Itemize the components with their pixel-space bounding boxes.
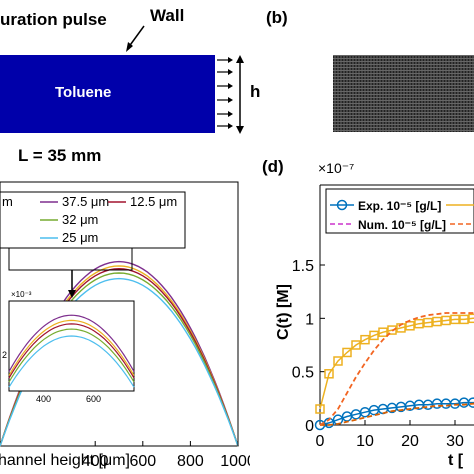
- panel-d-point-1-15: [450, 314, 460, 325]
- inset-x-tick-400: 400: [36, 394, 52, 404]
- outflow-arrows: [217, 57, 233, 129]
- panel-d-point-1-2: [333, 356, 343, 366]
- panel-d-x-tick-label-1: 10: [356, 433, 374, 450]
- wall-pointer-arrowhead: [126, 42, 133, 52]
- channel-schematic: [0, 25, 244, 134]
- inset-exponent: ×10⁻³: [11, 290, 32, 299]
- panel-d-point-1-12: [423, 317, 433, 328]
- outflow-arrowhead-0: [228, 57, 233, 63]
- panel-d-label: (d): [262, 157, 284, 176]
- length-label: L = 35 mm: [18, 146, 102, 165]
- panel-d-legend-label-1: Num. 10⁻⁵ [g/L]: [358, 218, 446, 232]
- panel-d-point-1-16: [459, 314, 469, 325]
- panel-b-image: [333, 55, 474, 132]
- panel-c-legend-label-1: 37.5 μm: [62, 194, 109, 209]
- panel-d-series-line-2: [320, 402, 474, 426]
- panel-d-legend: [325, 188, 474, 234]
- panel-c-legend: [0, 191, 186, 249]
- panel-c-x-tick-label-3: 1000: [220, 453, 250, 470]
- panel-d-y-tick-label-0: 0: [305, 418, 314, 435]
- panel-d-series-line-3: [319, 312, 474, 426]
- panel-d-point-1-3: [342, 347, 352, 358]
- panel-d-point-1-0: [315, 404, 325, 414]
- panel-d-series: [314, 312, 474, 431]
- panel-d-point-1-11: [414, 318, 424, 329]
- panel-d-series-line-1: [319, 317, 474, 410]
- panel-c-x-tick-label-0: 400: [82, 453, 109, 470]
- height-arrow-bottom: [236, 126, 244, 134]
- pulse-label: uration pulse: [0, 10, 107, 29]
- panel-c-legend-label-0: m: [2, 194, 13, 209]
- panel-d-y-tick-label-2: 1: [305, 311, 314, 328]
- panel-c-x-tick-label-1: 600: [129, 453, 156, 470]
- panel-d-x-axis-partial-label: t [: [448, 452, 464, 469]
- panel-d-point-1-14: [441, 315, 451, 326]
- panel-d-point-1-1: [324, 369, 334, 379]
- panel-c-legend-label-3: 32 μm: [62, 212, 98, 227]
- panel-d-y-tick-label-3: 1.5: [292, 258, 314, 275]
- panel-d-point-1-17: [468, 313, 474, 324]
- inset-series-1: [8, 319, 135, 376]
- panel-d-point-1-8: [387, 325, 397, 335]
- panel-d-point-1-5: [360, 334, 370, 345]
- panel-d-chart: 0 0.5 1 1.5 0 10 20 30 Exp. 10⁻⁵ [g/L] Num. 10⁻…: [292, 184, 474, 450]
- panel-d-x-tick-label-3: 30: [446, 433, 464, 450]
- panel-c-legend-label-2: 12.5 μm: [130, 194, 177, 209]
- panel-d-point-1-6: [369, 330, 379, 341]
- panel-c-legend-label-4: 25 μm: [62, 230, 98, 245]
- panel-c-legend-entries: m 37.5 μm 12.5 μm 32 μm 25 μm: [2, 194, 177, 245]
- toluene-label: Toluene: [55, 84, 112, 101]
- inset-y-tick: 2: [2, 350, 8, 360]
- inset-series-3: [8, 328, 135, 383]
- panel-d-point-0-17: [467, 397, 474, 408]
- panel-d-legend-label-0: Exp. 10⁻⁵ [g/L]: [358, 199, 441, 213]
- panel-d-point-1-4: [351, 340, 361, 350]
- inset-series-4: [8, 335, 135, 388]
- zoom-region-box: [8, 247, 133, 271]
- outflow-arrowhead-3: [228, 97, 233, 103]
- panel-d-legend-entries: Exp. 10⁻⁵ [g/L] Num. 10⁻⁵ [g/L]: [330, 199, 474, 232]
- inset-curves: [8, 314, 135, 388]
- panel-d-x-tick-label-0: 0: [316, 433, 325, 450]
- panel-c-x-tick-label-2: 800: [177, 453, 204, 470]
- zoom-arrow-head: [68, 290, 76, 298]
- channel-body: [0, 55, 215, 133]
- panel-d-legend-marker-0: [336, 199, 348, 211]
- outflow-arrowhead-4: [228, 111, 233, 117]
- panel-d-point-1-10: [405, 321, 415, 331]
- panel-d-x-tick-label-2: 20: [401, 433, 419, 450]
- panel-c-x-ticks: 400 600 800 1000: [82, 441, 250, 470]
- panel-c-axes: [0, 181, 239, 447]
- inset-axes: [8, 300, 135, 392]
- panel-d-point-1-13: [432, 316, 442, 327]
- outflow-arrowhead-2: [228, 83, 233, 89]
- panel-c-x-axis-label: hannel height [μm]: [0, 452, 130, 469]
- panel-d-y-ticks: 0 0.5 1 1.5: [292, 258, 325, 435]
- inset-x-tick-600: 600: [86, 394, 102, 404]
- panel-d-x-ticks: 0 10 20 30: [316, 420, 464, 450]
- inset-series-2: [8, 323, 135, 379]
- outflow-arrowhead-5: [228, 123, 233, 129]
- height-label: h: [250, 82, 261, 101]
- outflow-arrowhead-1: [228, 69, 233, 75]
- wall-label: Wall: [150, 6, 185, 25]
- inset-series-0: [8, 314, 135, 372]
- height-arrow-top: [236, 55, 244, 63]
- panel-d-series-line-0: [319, 401, 474, 426]
- panel-d-point-1-7: [378, 327, 388, 337]
- panel-c-chart: 400 600 800 1000 m 37.5 μm 12.5 μm 32 μm 25 μm: [0, 181, 250, 470]
- panel-d-y-exponent: ×10⁻⁷: [318, 160, 355, 176]
- panel-b-label: (b): [266, 8, 288, 27]
- panel-d-y-tick-label-1: 0.5: [292, 365, 314, 382]
